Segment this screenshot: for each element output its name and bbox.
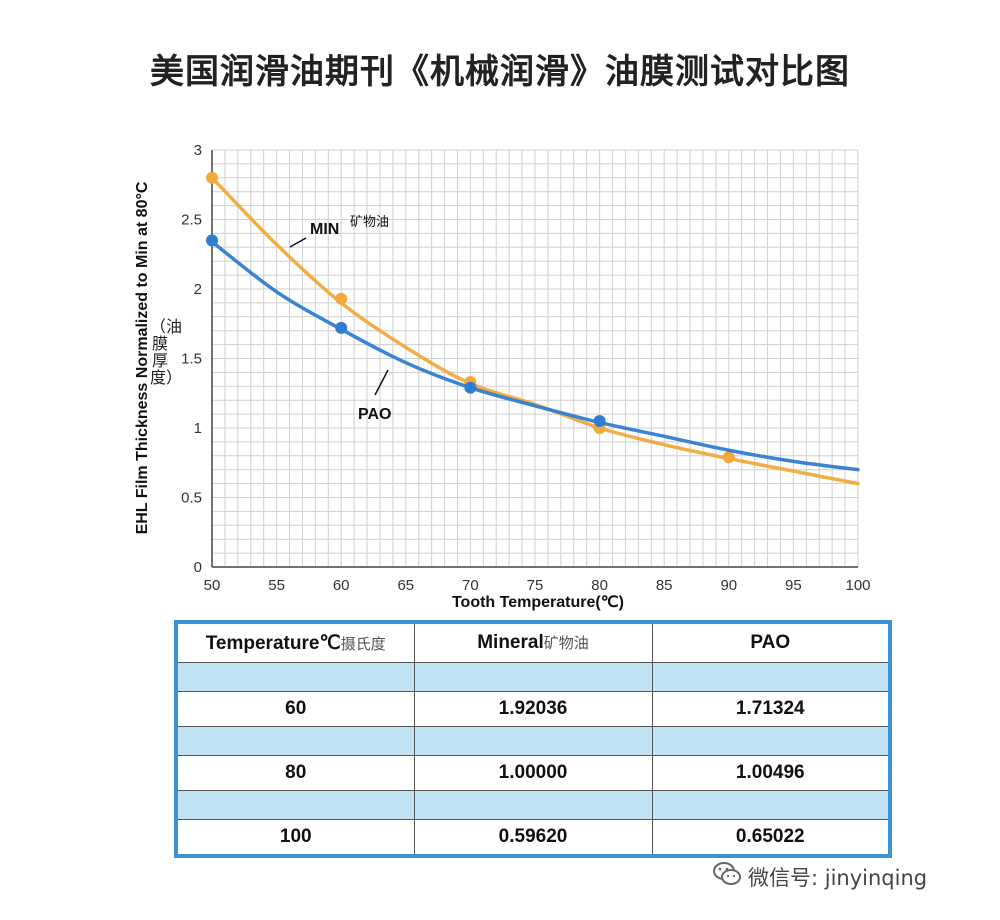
cell-pao: 1.00496 <box>651 755 891 791</box>
y-axis-label-cn: （油膜厚度） <box>150 317 183 387</box>
x-tick-label: 85 <box>656 577 673 594</box>
x-tick-label: 95 <box>785 577 802 594</box>
min-series-label: MIN <box>310 221 339 238</box>
cell-pao: 0.65022 <box>651 819 891 857</box>
x-tick-label: 75 <box>527 577 544 594</box>
page-title: 美国润滑油期刊《机械润滑》油膜测试对比图 <box>150 52 850 92</box>
header-mineral: Mineral矿物油 <box>413 621 653 663</box>
x-tick-label: 80 <box>591 577 608 594</box>
table-spacer-row <box>175 790 891 820</box>
pao-series-line <box>210 239 860 472</box>
y-axis-title: EHL Film Thickness Normalized to Min at … <box>134 181 151 534</box>
min-leader-line <box>289 237 307 248</box>
min-data-point <box>206 171 218 184</box>
min-data-point <box>722 451 735 464</box>
pao-data-point <box>206 234 218 247</box>
header-temperature: Temperature℃摄氏度 <box>175 621 415 663</box>
cell-mineral: 1.92036 <box>413 691 653 727</box>
pao-series-label: PAO <box>358 406 391 423</box>
x-tick-label: 55 <box>268 577 285 594</box>
cell-mineral: 1.00000 <box>413 755 653 791</box>
min-data-point <box>335 292 348 305</box>
table-spacer-row <box>175 726 891 756</box>
y-tick-label: 2 <box>194 281 202 298</box>
y-tick-label: 1.5 <box>181 351 202 368</box>
x-axis-title: Tooth Temperature(℃) <box>452 594 624 611</box>
x-tick-label: 100 <box>845 577 870 594</box>
chart-axes <box>211 150 858 568</box>
x-tick-label: 50 <box>204 577 221 594</box>
chart-series <box>206 171 860 486</box>
table-header-row: Temperature℃摄氏度 Mineral矿物油 PAO <box>175 621 891 663</box>
chart-labels: 50 55 60 65 70 75 80 85 90 95 100 0 0.5 1 1.5 2 2.5 3 Toot… <box>134 142 871 611</box>
x-tick-label: 60 <box>333 577 350 594</box>
y-tick-label: 0.5 <box>181 490 202 507</box>
chart-grid <box>211 149 859 568</box>
x-tick-label: 65 <box>397 577 414 594</box>
y-tick-label: 1 <box>194 420 202 437</box>
cell-temperature: 100 <box>175 819 415 857</box>
pao-data-point <box>335 321 348 334</box>
watermark: 微信号: jinyinqing <box>748 866 928 890</box>
cell-temperature: 80 <box>175 755 415 791</box>
pao-data-point <box>593 415 606 428</box>
pao-leader-line <box>374 369 389 396</box>
wechat-icon <box>713 862 741 885</box>
x-tick-label: 70 <box>462 577 479 594</box>
comparison-table: Temperature℃摄氏度 Mineral矿物油 PAO 60 1.9203… <box>174 620 892 858</box>
y-tick-label: 0 <box>194 559 202 576</box>
cell-temperature: 60 <box>175 691 415 727</box>
table-row: 100 0.59620 0.65022 <box>175 819 891 857</box>
y-tick-label: 2.5 <box>181 212 202 229</box>
pao-data-point <box>464 381 477 394</box>
cell-mineral: 0.59620 <box>413 819 653 857</box>
y-tick-label: 3 <box>194 142 202 159</box>
x-tick-label: 90 <box>720 577 737 594</box>
header-pao: PAO <box>651 621 891 663</box>
table-row: 80 1.00000 1.00496 <box>175 755 891 791</box>
line-chart: 50 55 60 65 70 75 80 85 90 95 100 0 0.5 1 1.5 2 2.5 3 Toot… <box>134 142 871 611</box>
table-row: 60 1.92036 1.71324 <box>175 691 891 727</box>
cell-pao: 1.71324 <box>651 691 891 727</box>
table-spacer-row <box>175 662 891 692</box>
min-series-label-cn: 矿物油 <box>350 215 389 230</box>
